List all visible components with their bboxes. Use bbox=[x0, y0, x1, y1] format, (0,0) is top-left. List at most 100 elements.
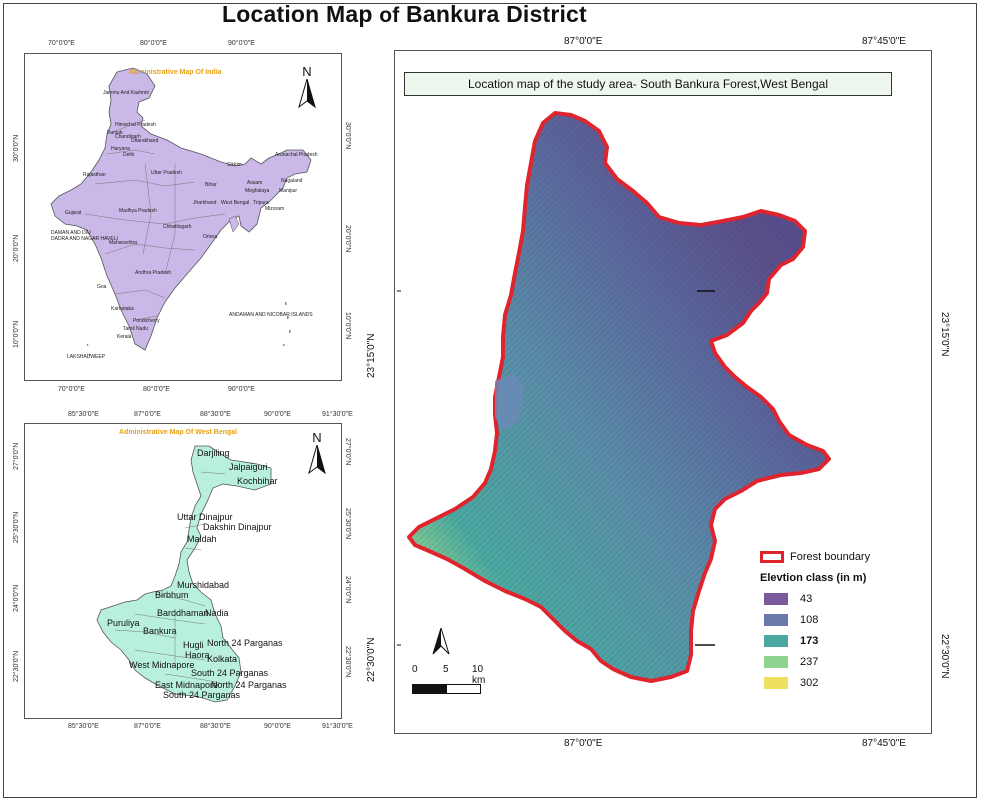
district-label: Barddhaman bbox=[157, 608, 209, 618]
scale-label: 10 km bbox=[472, 664, 486, 686]
state-label: Sikkim bbox=[227, 162, 242, 168]
india-top-tick: 70°0'0"E bbox=[48, 40, 75, 47]
page-title: Location Map of Bankura District bbox=[222, 1, 587, 27]
forest-boundary-outline bbox=[407, 111, 831, 683]
india-right-tick: 10°0'0"N bbox=[344, 312, 351, 340]
state-label: DADRA AND NAGAR HAVELI bbox=[51, 236, 118, 242]
study-area-elevation-map bbox=[397, 111, 831, 683]
india-left-tick: 20°0'0"N bbox=[13, 234, 20, 262]
boundary-swatch bbox=[760, 550, 784, 563]
district-label: North 24 Parganas bbox=[211, 680, 287, 690]
district-label: Darjiling bbox=[197, 448, 230, 458]
legend-swatch bbox=[764, 592, 788, 605]
district-label: Haora bbox=[185, 650, 210, 660]
state-label: Orissa bbox=[203, 234, 218, 240]
wb-top-tick: 87°0'0"E bbox=[134, 411, 161, 418]
india-bottom-tick: 80°0'0"E bbox=[143, 386, 170, 393]
district-label: West Midnapore bbox=[129, 660, 195, 670]
state-label: Mizoram bbox=[265, 206, 285, 212]
wb-top-tick: 85°30'0"E bbox=[68, 411, 99, 418]
legend-boundary-row: Forest boundary bbox=[760, 546, 870, 567]
wb-top-tick: 90°0'0"E bbox=[264, 411, 291, 418]
wb-right-tick: 25°30'0"N bbox=[344, 508, 351, 540]
state-label: Gujarat bbox=[65, 210, 82, 216]
state-label: Karnataka bbox=[111, 306, 134, 312]
india-top-tick: 90°0'0"E bbox=[228, 40, 255, 47]
wb-left-tick: 25°30'0"N bbox=[13, 511, 20, 543]
wb-right-tick: 27°0'0"N bbox=[344, 438, 351, 466]
state-label: Kerala bbox=[117, 334, 132, 340]
north-arrow-icon: N bbox=[305, 430, 329, 480]
district-label: Uttar Dinajpur bbox=[177, 512, 233, 522]
north-arrow-icon bbox=[431, 626, 451, 661]
legend-swatch bbox=[764, 655, 788, 668]
legend-class-label: 237 bbox=[800, 655, 819, 668]
legend-class-label: 108 bbox=[800, 613, 819, 626]
wb-top-tick: 91°30'0"E bbox=[322, 411, 353, 418]
study-map-box bbox=[394, 50, 932, 734]
district-label: Hugli bbox=[183, 640, 204, 650]
state-label: Maharashtra bbox=[109, 240, 138, 246]
state-label: ANDAMAN AND NICOBAR ISLANDS bbox=[229, 312, 313, 318]
district-label: Kochbihar bbox=[237, 476, 278, 486]
india-right-tick: 30°0'0"N bbox=[344, 122, 351, 150]
study-right-tick: 22°30'0"N bbox=[939, 634, 950, 679]
district-label: Bankura bbox=[143, 626, 177, 636]
study-left-tick: 22°30'0"N bbox=[366, 637, 377, 683]
legend-class-label: 173 bbox=[800, 634, 819, 647]
state-label: Jharkhand bbox=[193, 200, 217, 206]
india-top-tick: 80°0'0"E bbox=[140, 40, 167, 47]
district-label: East Midnapore bbox=[155, 680, 219, 690]
wb-left-tick: 22°30'0"N bbox=[13, 650, 20, 682]
wb-bottom-tick: 91°30'0"E bbox=[322, 723, 353, 730]
wb-right-tick: 24°0'0"N bbox=[344, 576, 351, 604]
state-label: LAKSHADWEEP bbox=[67, 354, 106, 360]
study-top-tick: 87°45'0"E bbox=[862, 36, 906, 47]
wb-left-tick: 24°0'0"N bbox=[13, 584, 20, 612]
state-label: Andhra Pradesh bbox=[135, 270, 172, 276]
state-label: West Bengal bbox=[221, 200, 250, 206]
district-label: Maldah bbox=[187, 534, 217, 544]
india-map-title: Administrative Map Of India bbox=[129, 69, 222, 76]
state-label: Assam bbox=[247, 180, 263, 186]
scale-bar: 0 5 10 km bbox=[410, 664, 490, 698]
study-top-tick: 87°0'0"E bbox=[564, 36, 603, 47]
state-label: Pondicherry bbox=[133, 318, 160, 324]
india-bottom-tick: 90°0'0"E bbox=[228, 386, 255, 393]
state-label: Rajasthan bbox=[83, 172, 106, 178]
legend-swatch bbox=[764, 634, 788, 647]
wb-map-shape bbox=[96, 445, 272, 703]
study-bottom-tick: 87°0'0"E bbox=[564, 738, 603, 749]
state-label: DAMAN AND DIU bbox=[51, 230, 91, 236]
district-label: South 24 Parganas bbox=[163, 690, 241, 700]
state-label: Madhya Pradesh bbox=[119, 208, 157, 214]
district-label: Dakshin Dinajpur bbox=[203, 522, 272, 532]
district-label: Puruliya bbox=[107, 618, 140, 628]
legend-boundary-label: Forest boundary bbox=[790, 550, 871, 563]
state-label: Arunachal Pradesh bbox=[275, 152, 318, 158]
district-label: North 24 Parganas bbox=[207, 638, 283, 648]
wb-left-tick: 27°0'0"N bbox=[13, 442, 20, 470]
district-label: South 24 Parganas bbox=[191, 668, 269, 678]
state-label: Bihar bbox=[205, 182, 217, 188]
state-label: Punjab bbox=[107, 130, 123, 136]
state-label: Meghalaya bbox=[245, 188, 270, 194]
legend-class-label: 302 bbox=[800, 676, 819, 689]
north-arrow-icon: N bbox=[295, 64, 319, 114]
state-label: Manipur bbox=[279, 188, 298, 194]
state-label: Delhi bbox=[123, 152, 135, 158]
study-right-tick: 23°15'0"N bbox=[939, 312, 950, 357]
india-bottom-tick: 70°0'0"E bbox=[58, 386, 85, 393]
wb-right-tick: 22°30'0"N bbox=[344, 646, 351, 678]
state-label: Jammu And Kashmir bbox=[103, 90, 150, 96]
state-label: Nagaland bbox=[281, 178, 303, 184]
india-left-tick: 30°0'0"N bbox=[13, 134, 20, 162]
district-label: Nadia bbox=[205, 608, 229, 618]
legend-class-row: 237 bbox=[760, 651, 870, 672]
district-label: Birbhum bbox=[155, 590, 189, 600]
legend-swatch bbox=[764, 676, 788, 689]
elevation-legend: Forest boundary Elevtion class (in m) 43… bbox=[760, 546, 870, 693]
legend-class-row: 173 bbox=[760, 630, 870, 651]
state-label: Himachal Pradesh bbox=[115, 122, 156, 128]
district-label: Jalpaiguri bbox=[229, 462, 268, 472]
